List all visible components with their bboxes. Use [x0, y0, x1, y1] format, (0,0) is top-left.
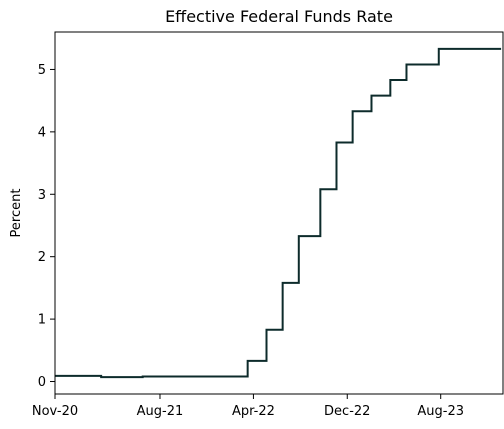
- x-tick-label: Apr-22: [232, 404, 275, 419]
- plot-frame: [54, 31, 504, 395]
- y-tick-label: 5: [38, 63, 46, 78]
- y-axis-label: Percent: [9, 189, 24, 238]
- chart-title: Effective Federal Funds Rate: [165, 7, 393, 26]
- x-tick-label: Aug-23: [417, 404, 464, 419]
- ticks-layer: 0 1 2 3 4 5 Nov-20 Aug-21 Apr-22 Dec-22 Aug-23: [32, 63, 464, 419]
- x-tick-label: Aug-21: [137, 404, 184, 419]
- series-layer: [55, 47, 502, 379]
- y-tick-label: 3: [38, 188, 46, 203]
- y-tick-label: 0: [38, 375, 46, 390]
- x-tick-label: Nov-20: [32, 404, 78, 419]
- y-tick-label: 2: [38, 250, 46, 265]
- y-tick-label: 1: [38, 313, 46, 328]
- series-line: [55, 47, 502, 379]
- x-tick-label: Dec-22: [324, 404, 370, 419]
- y-tick-label: 4: [38, 125, 46, 140]
